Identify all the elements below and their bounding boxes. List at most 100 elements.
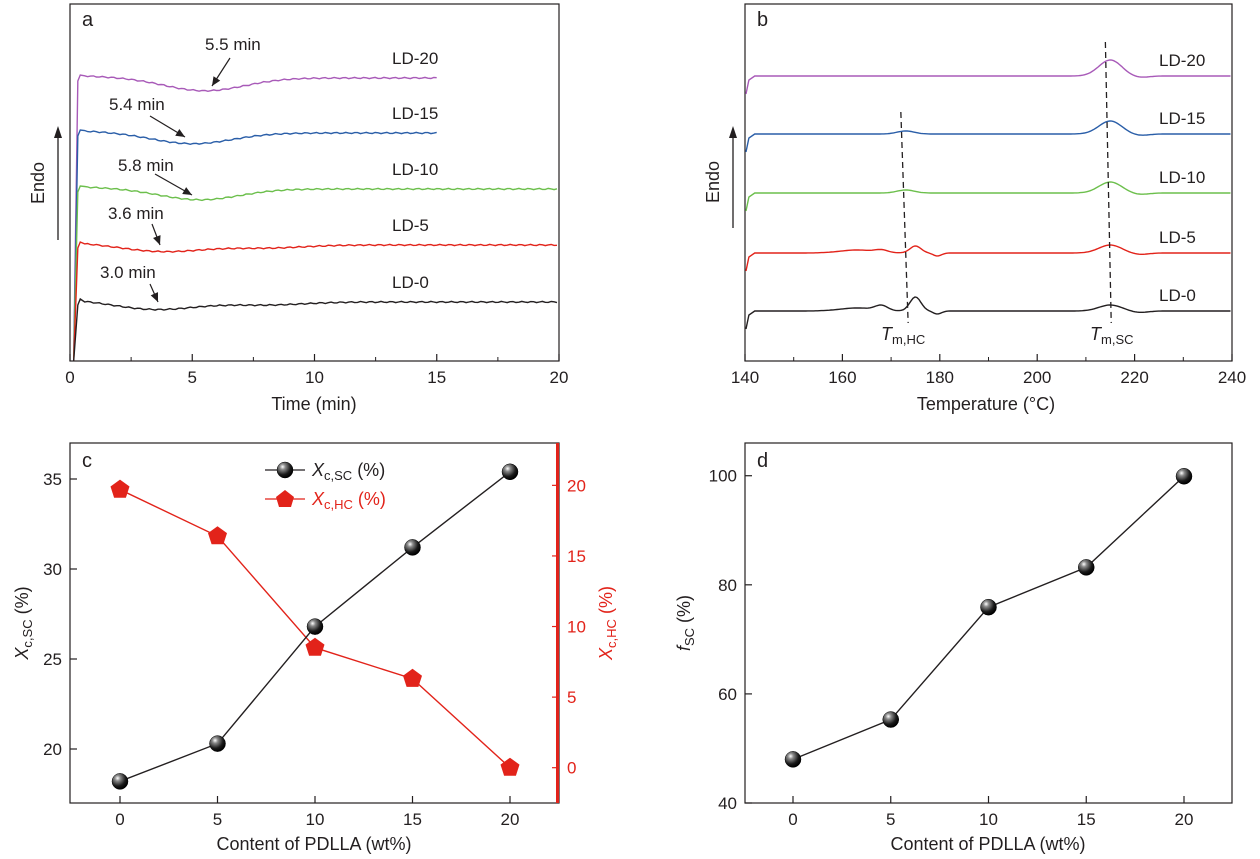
a-xtick-label-15: 15 xyxy=(427,368,446,387)
dsc-curve-label-ld-15: LD-15 xyxy=(1159,109,1205,128)
panel-b-curves: LD-20 LD-15 LD-10 LD-5 LD-0 xyxy=(745,51,1231,330)
d-xtick-label-15: 15 xyxy=(1077,810,1096,829)
b-xtick-label-220: 220 xyxy=(1120,368,1148,387)
peak-time-label-ld-0: 3.0 min xyxy=(100,263,156,282)
panel-a-x-axis-label: Time (min) xyxy=(271,394,356,414)
panel-a-endo-indicator: Endo xyxy=(28,126,62,240)
panel-b-y-axis-label: Endo xyxy=(703,161,723,203)
curve-label-ld-20: LD-20 xyxy=(392,49,438,68)
c-ytick-label-20: 20 xyxy=(43,740,62,759)
d-xtick-label-20: 20 xyxy=(1175,810,1194,829)
curve-label-ld-15: LD-15 xyxy=(392,104,438,123)
panel-c-crystallinity: c 0 5 10 15 20 20 25 30 35 0 5 10 15 20 Content of … xyxy=(12,442,619,854)
c-y2tick-label-15: 15 xyxy=(567,547,586,566)
panel-c-y-ticks: 20 25 30 35 xyxy=(43,470,77,759)
xchc-point-5 xyxy=(208,526,227,545)
d-ytick-label-80: 80 xyxy=(718,576,737,595)
panel-d-y-axis-label: fSC (%) xyxy=(674,595,697,651)
panel-b-x-ticks: 140 160 180 200 220 240 xyxy=(731,354,1246,387)
panel-c-x-ticks: 0 5 10 15 20 xyxy=(115,796,519,829)
dsc-curve-label-ld-0: LD-0 xyxy=(1159,286,1196,305)
panel-c-y-axis-label: Xc,SC (%) xyxy=(12,586,35,660)
panel-c-label: c xyxy=(82,450,92,472)
fsc-line xyxy=(792,475,1185,761)
a-xtick-label-20: 20 xyxy=(550,368,569,387)
xchc-point-15 xyxy=(403,668,422,687)
legend-xcsc-marker xyxy=(276,461,294,479)
tm-sc-label: Tm,SC xyxy=(1090,324,1134,347)
d-ytick-label-60: 60 xyxy=(718,685,737,704)
legend-xcsc-label: Xc,SC (%) xyxy=(311,460,385,483)
curve-ld-5 xyxy=(72,241,558,362)
c-ytick-label-30: 30 xyxy=(43,560,62,579)
panel-c-legend: Xc,SC (%) Xc,HC (%) xyxy=(265,460,386,512)
fsc-point-20 xyxy=(1175,468,1193,485)
panel-d-x-axis-label: Content of PDLLA (wt%) xyxy=(890,834,1085,854)
dsc-curve-ld-5 xyxy=(745,244,1231,272)
d-ytick-label-100: 100 xyxy=(709,467,737,486)
tm-hc-label: Tm,HC xyxy=(881,324,925,347)
c-xtick-label-10: 10 xyxy=(306,810,325,829)
peak-arrowhead-ld-20 xyxy=(212,76,221,86)
panel-b-dsc-melting: b 140 160 180 200 220 240 Temperature (°C) En… xyxy=(703,3,1246,414)
d-xtick-label-0: 0 xyxy=(788,810,797,829)
panel-b-label: b xyxy=(757,9,768,31)
fsc-point-15 xyxy=(1078,559,1095,576)
fsc-point-5 xyxy=(882,711,899,728)
panel-a-y-axis-label: Endo xyxy=(28,162,48,204)
c-y2tick-label-5: 5 xyxy=(567,688,576,707)
xcsc-point-0 xyxy=(111,773,129,790)
c-xtick-label-20: 20 xyxy=(501,810,520,829)
panel-c-x-axis-label: Content of PDLLA (wt%) xyxy=(216,834,411,854)
b-xtick-label-140: 140 xyxy=(731,368,759,387)
a-xtick-label-5: 5 xyxy=(188,368,197,387)
c-xtick-label-0: 0 xyxy=(115,810,124,829)
panel-a-endo-arrow-head xyxy=(54,126,62,138)
c-ytick-label-25: 25 xyxy=(43,650,62,669)
peak-time-label-ld-10: 5.8 min xyxy=(118,156,174,175)
dsc-curve-label-ld-10: LD-10 xyxy=(1159,168,1205,187)
dsc-curve-label-ld-5: LD-5 xyxy=(1159,228,1196,247)
b-xtick-label-240: 240 xyxy=(1218,368,1246,387)
d-xtick-label-5: 5 xyxy=(886,810,895,829)
xchc-point-20 xyxy=(500,757,520,776)
panel-c-y2-ticks: 0 5 10 15 20 xyxy=(552,476,586,778)
legend-xchc-label: Xc,HC (%) xyxy=(311,489,386,512)
d-ytick-label-40: 40 xyxy=(718,794,737,813)
curve-ld-20 xyxy=(72,74,437,362)
panel-b-x-axis-label: Temperature (°C) xyxy=(917,394,1055,414)
panel-b-annotations: Tm,HC Tm,SC xyxy=(881,41,1134,347)
xcsc-point-15 xyxy=(404,539,421,556)
dsc-curve-ld-0 xyxy=(745,296,1231,330)
peak-time-label-ld-5: 3.6 min xyxy=(108,204,164,223)
b-xtick-label-160: 160 xyxy=(828,368,856,387)
panel-d-series xyxy=(784,468,1193,768)
c-xtick-label-5: 5 xyxy=(213,810,222,829)
panel-c-right-axis-line xyxy=(556,443,559,803)
panel-a-frame xyxy=(69,3,560,362)
c-y2tick-label-10: 10 xyxy=(567,618,586,637)
fsc-point-10 xyxy=(980,598,997,616)
d-xtick-label-10: 10 xyxy=(979,810,998,829)
curve-ld-15 xyxy=(72,129,437,362)
c-y2tick-label-0: 0 xyxy=(567,759,576,778)
xcsc-point-20 xyxy=(501,463,519,481)
dsc-curve-ld-15 xyxy=(745,120,1231,153)
legend-xchc-marker xyxy=(276,490,294,507)
fsc-point-0 xyxy=(784,751,802,768)
xcsc-point-10 xyxy=(306,618,324,635)
panel-b-endo-indicator: Endo xyxy=(703,126,737,228)
peak-arrowhead-ld-10 xyxy=(182,187,192,195)
b-xtick-label-180: 180 xyxy=(926,368,954,387)
tm-sc-dashed-line xyxy=(1104,41,1112,324)
a-xtick-label-0: 0 xyxy=(65,368,74,387)
c-xtick-label-15: 15 xyxy=(403,810,422,829)
peak-time-label-ld-20: 5.5 min xyxy=(205,35,261,54)
curve-label-ld-5: LD-5 xyxy=(392,216,429,235)
panel-a-label: a xyxy=(82,9,94,31)
panel-c-y2-axis-label: Xc,HC (%) xyxy=(596,586,619,661)
curve-label-ld-0: LD-0 xyxy=(392,273,429,292)
curve-ld-10 xyxy=(72,185,558,362)
peak-arrowhead-ld-15 xyxy=(175,128,185,137)
